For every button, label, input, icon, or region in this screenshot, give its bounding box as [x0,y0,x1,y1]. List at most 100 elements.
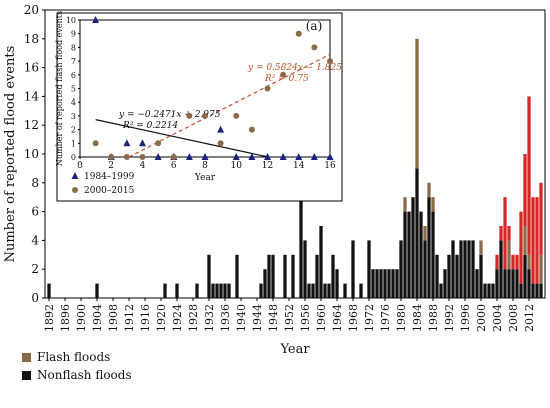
bar-red-2015 [539,182,543,255]
bar-nonflash-1892 [47,283,51,298]
inset-y-tick-label: 2 [71,126,76,135]
inset-equation-2000-2015: y = 0.5824x − 1.825 [247,63,342,73]
inset-x-tick-label: 14 [293,161,305,171]
inset-point-1984-1999 [123,139,131,147]
bar-nonflash-1985 [419,211,423,298]
bar-nonflash-1937 [227,283,231,298]
inset-y-tick-label: 6 [71,71,76,80]
bar-nonflash-1980 [399,240,403,298]
bar-nonflash-1936 [223,283,227,298]
y-tick-label: 0 [31,291,39,305]
x-tick-label: 1916 [139,304,152,332]
bar-nonflash-1955 [299,197,303,298]
inset-equation-1984-1999: y = −0.2471x + 2.975 [118,110,221,120]
bar-nonflash-1957 [307,283,311,298]
inset-x-tick-label: 16 [324,161,336,171]
inset-y-tick-label: 0 [71,153,76,162]
bar-nonflash-2007 [507,269,511,298]
bar-nonflash-1968 [351,240,355,298]
legend-label-nonflash: Nonflash floods [37,368,132,382]
bar-flash-2000 [479,240,483,255]
legend-label-flash: Flash floods [37,350,111,364]
bar-nonflash-1960 [319,226,323,298]
bar-nonflash-2012 [527,269,531,298]
bar-nonflash-2000 [479,254,483,298]
x-axis-label: Year [279,342,310,357]
inset-x-tick-label: 10 [231,161,243,171]
bar-nonflash-1946 [263,269,267,298]
inset-point-2000-2015 [155,140,162,147]
x-tick-label: 1968 [347,304,360,332]
inset-y-tick-label: 4 [71,98,76,107]
bar-nonflash-1972 [367,240,371,298]
bar-red-2006 [503,197,507,270]
inset-point-1984-1999 [139,139,146,147]
bar-red-2007 [507,226,511,241]
inset-point-1984-1999 [326,153,334,160]
inset-panel-label: (a) [306,19,323,33]
x-tick-label: 1980 [395,304,408,332]
inset-point-2000-2015 [217,140,224,147]
bar-nonflash-1978 [391,269,395,298]
bar-flash-2012 [527,254,531,270]
bar-nonflash-1986 [423,240,427,298]
x-tick-label: 1996 [459,304,472,332]
inset-point-1984-1999 [185,153,193,160]
x-tick-label: 2000 [475,304,488,332]
bar-nonflash-1933 [211,283,215,298]
x-tick-label: 1940 [235,304,248,332]
bar-nonflash-2003 [491,283,495,298]
inset-r2-1984-1999: R² = 0.2214 [122,121,178,131]
bar-nonflash-1953 [291,254,295,298]
x-tick-label: 1960 [315,304,328,332]
x-tick-label: 1912 [123,304,136,332]
bar-nonflash-1982 [407,211,411,298]
bar-nonflash-2015 [539,283,543,298]
inset-point-2000-2015 [327,58,333,65]
x-tick-label: 1928 [187,304,200,332]
bar-nonflash-2011 [523,254,527,298]
inset-point-1984-1999 [279,153,287,160]
bar-nonflash-1991 [443,269,447,298]
bar-nonflash-1990 [439,283,443,298]
inset-point-1984-1999 [232,153,240,160]
bar-red-2012 [527,96,531,255]
legend-item-nonflash: Nonflash floods [22,368,132,382]
inset-point-2000-2015 [92,140,99,147]
bar-nonflash-1935 [219,283,223,298]
bar-nonflash-1995 [459,240,463,298]
inset-x-tick-label: 6 [171,161,177,171]
inset-r2-2000-2015: R² = 0.75 [264,74,309,84]
x-tick-label: 1944 [251,304,264,332]
y-axis-label: Number of reported flood events [3,46,18,263]
x-tick-label: 1988 [427,304,440,332]
bar-nonflash-2008 [511,269,515,298]
bar-nonflash-1947 [267,254,271,298]
bar-nonflash-1939 [235,254,239,298]
bar-nonflash-1966 [343,283,347,298]
legend-swatch-nonflash [22,370,31,380]
bar-red-2008 [511,254,515,270]
bar-nonflash-2009 [515,269,519,298]
bar-flash-2015 [539,254,543,284]
inset-point-1984-1999 [92,16,100,23]
bar-nonflash-1998 [471,240,475,298]
inset-y-axis-label: Number of reported flash flood events [55,11,64,166]
bar-nonflash-2005 [499,240,503,298]
bar-nonflash-1945 [259,283,263,298]
bar-nonflash-2001 [483,283,487,298]
x-tick-label: 1932 [203,304,216,332]
inset-x-tick-label: 0 [77,161,83,171]
bar-nonflash-1983 [411,197,415,298]
x-tick-label: 1936 [219,304,232,332]
bar-red-2014 [535,197,539,284]
inset-point-1984-1999 [154,153,162,160]
inset-point-2000-2015 [280,71,287,78]
bar-red-2010 [519,211,523,284]
x-tick-label: 2004 [491,304,504,332]
x-tick-label: 2008 [507,304,520,332]
y-tick-label: 12 [24,118,39,132]
x-tick-label: 1976 [379,304,392,332]
